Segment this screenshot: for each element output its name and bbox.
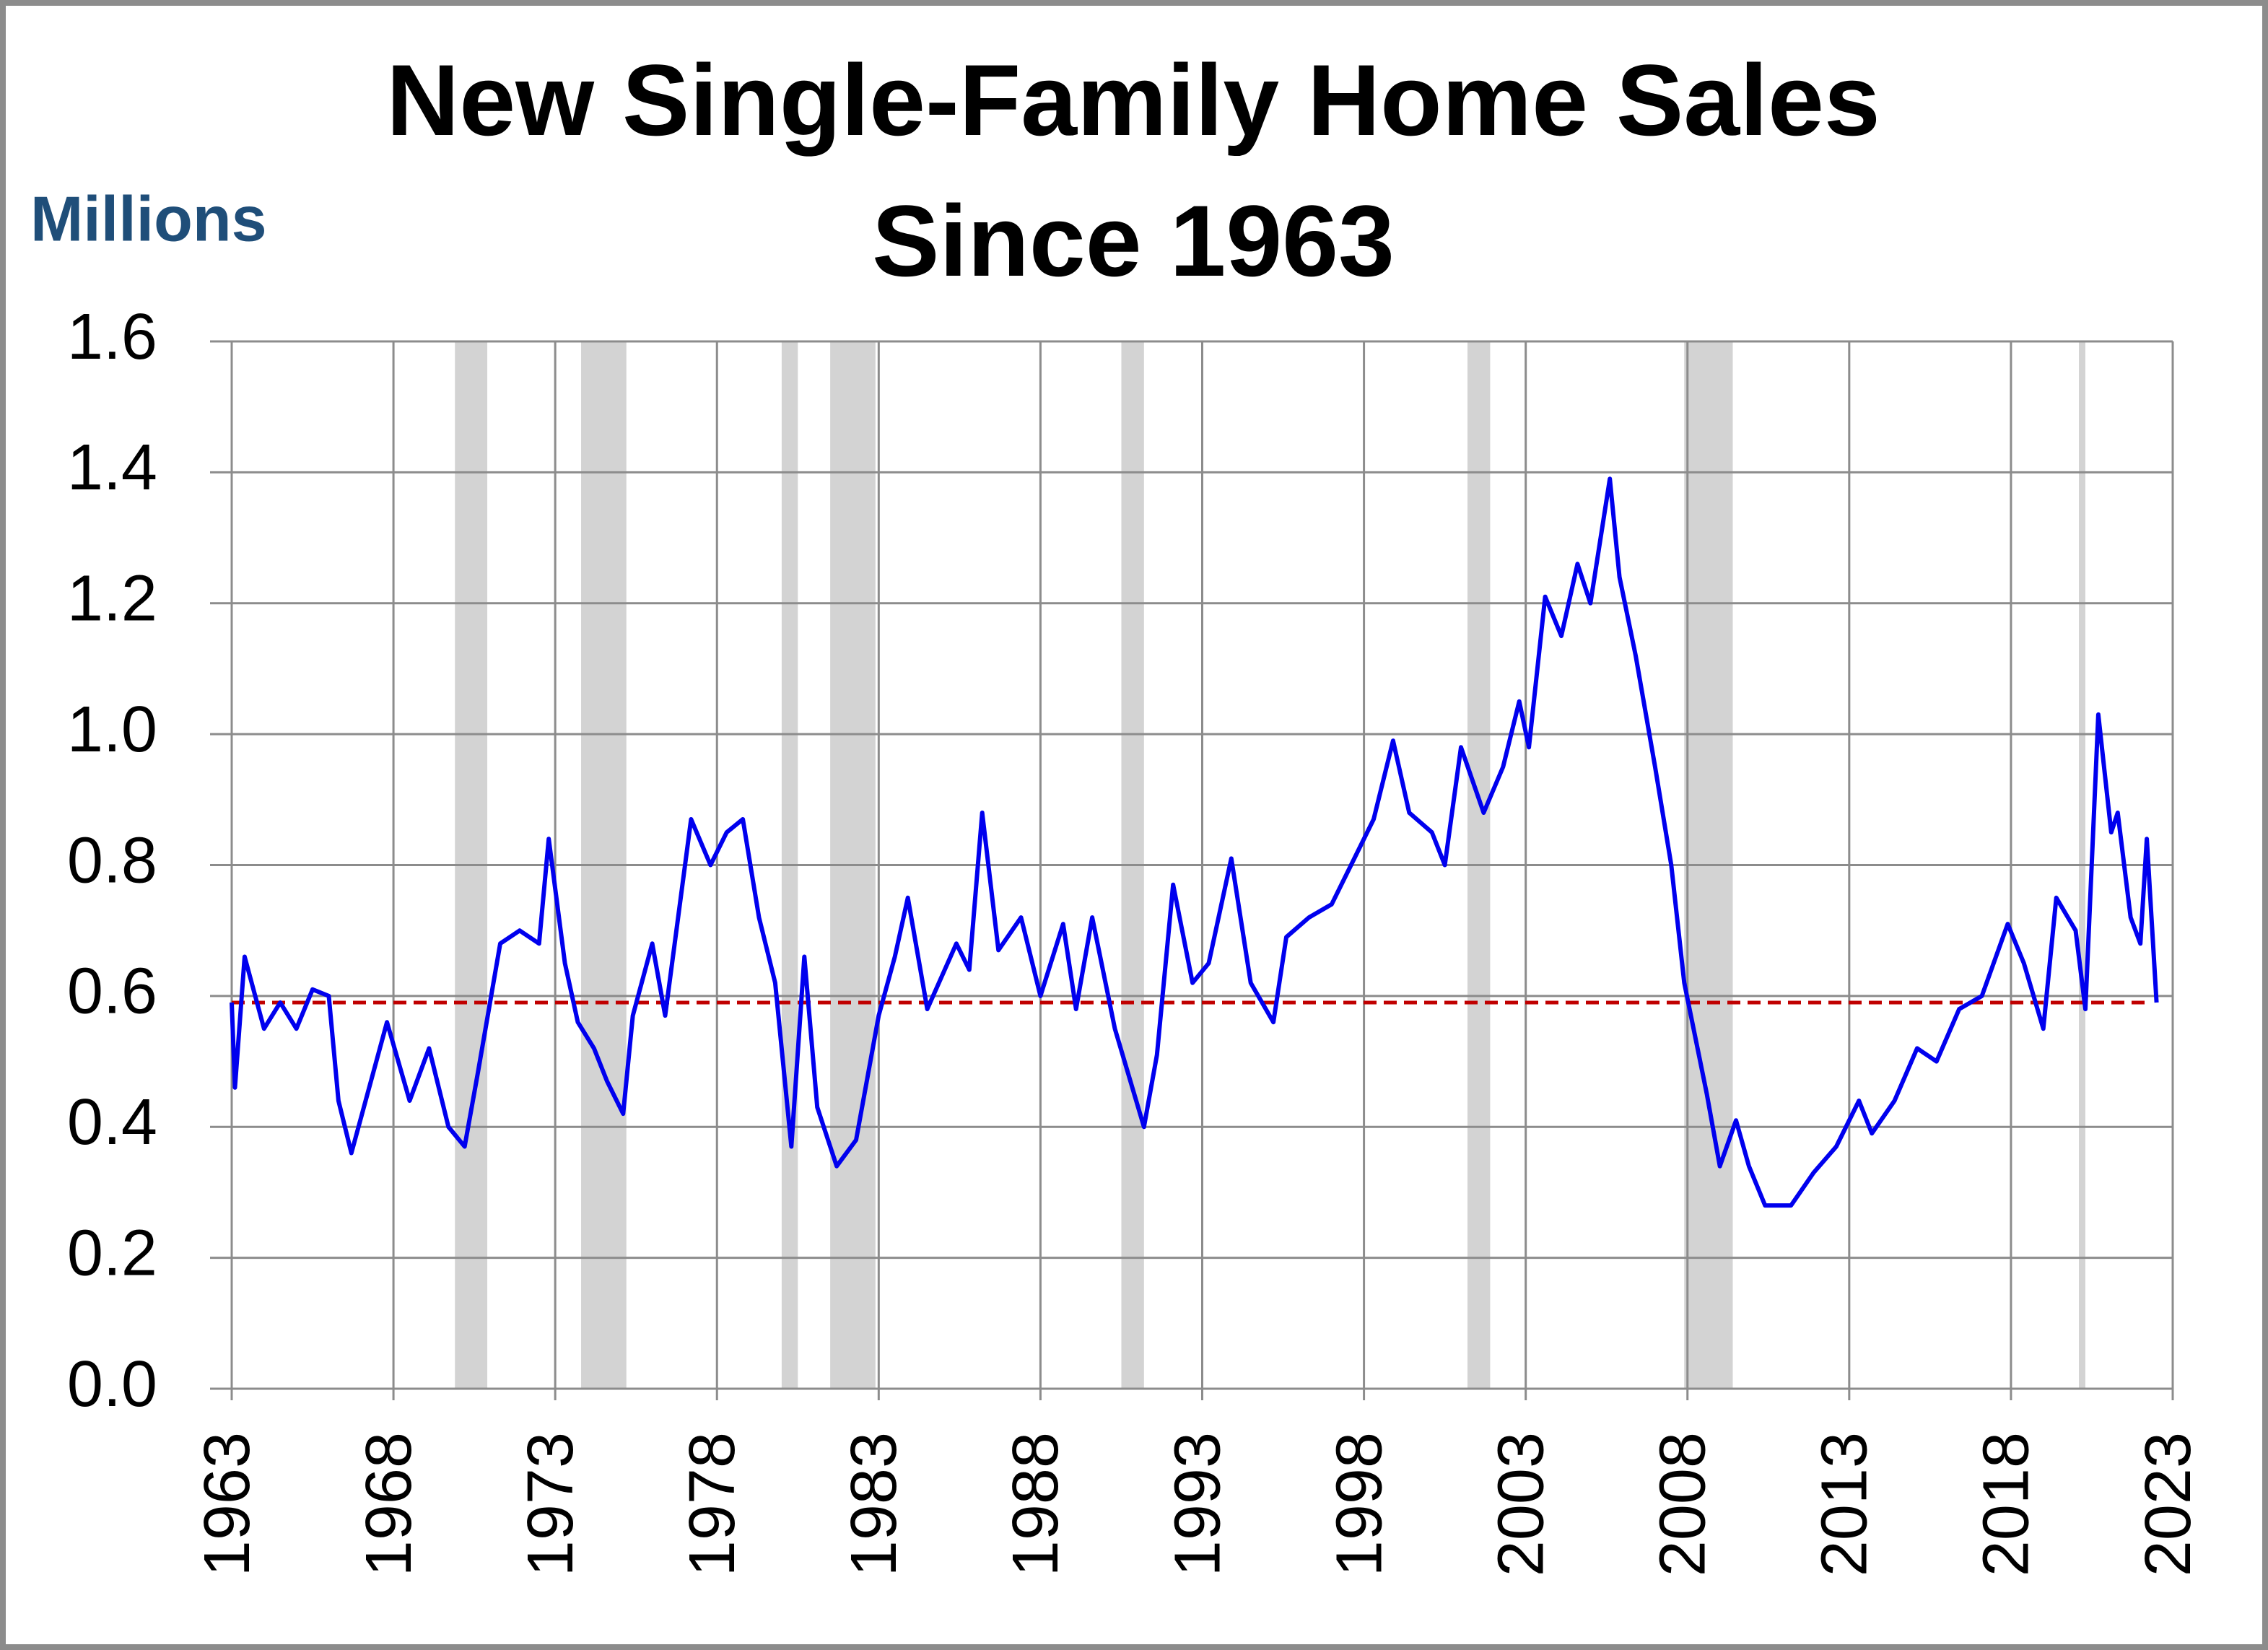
x-tick-label: 2008	[1647, 1432, 1719, 1576]
y-tick-label: 0.2	[67, 1217, 157, 1289]
x-tick-label: 1963	[191, 1432, 263, 1576]
x-tick-label: 2013	[1809, 1432, 1881, 1576]
y-tick-label: 0.6	[67, 956, 157, 1028]
y-tick-label: 0.0	[67, 1348, 157, 1420]
x-tick-label: 1973	[515, 1432, 587, 1576]
y-tick-label: 1.0	[67, 694, 157, 766]
data-line	[230, 476, 2159, 1208]
x-tick-label: 2003	[1485, 1432, 1557, 1576]
y-tick-label: 0.8	[67, 824, 157, 896]
x-tick-label: 1998	[1323, 1432, 1395, 1576]
chart-title: New Single-Family Home Sales	[386, 43, 1880, 157]
x-tick-label: 2023	[2132, 1432, 2204, 1576]
x-tick-label: 1983	[838, 1432, 910, 1576]
x-tick-label: 1988	[1000, 1432, 1072, 1576]
y-axis-label: Millions	[30, 183, 267, 254]
x-tick-label: 1978	[676, 1432, 749, 1576]
y-tick-label: 1.4	[67, 432, 157, 504]
x-tick-label: 1993	[1161, 1432, 1234, 1576]
y-tick-label: 1.6	[67, 301, 157, 373]
x-tick-label: 2018	[1971, 1432, 2043, 1576]
y-tick-label: 0.4	[67, 1086, 157, 1158]
y-tick-label: 1.2	[67, 563, 157, 635]
chart-subtitle: Since 1963	[872, 184, 1395, 297]
x-tick-label: 1968	[353, 1432, 425, 1576]
